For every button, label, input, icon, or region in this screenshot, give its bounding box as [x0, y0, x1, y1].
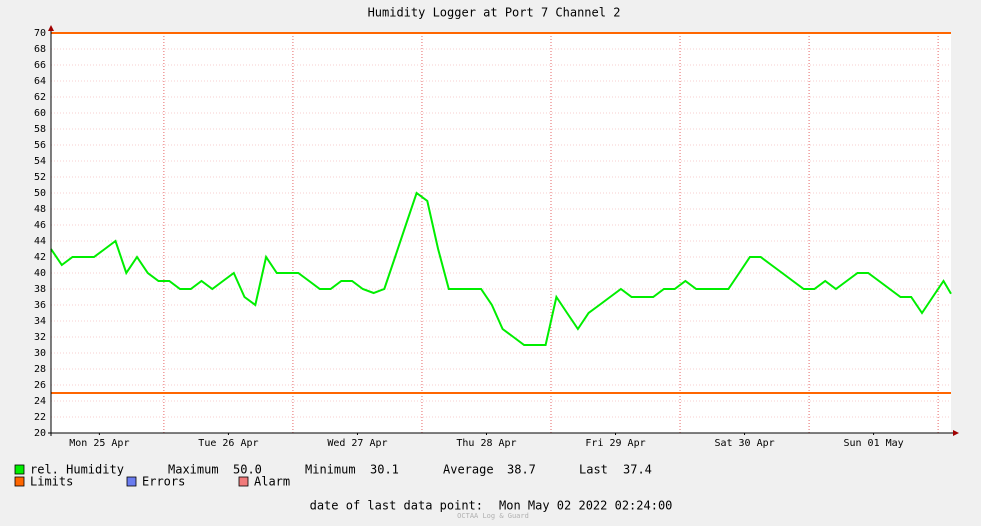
y-tick-label: 60	[34, 108, 46, 119]
stat-label: Maximum	[168, 463, 219, 477]
legend-swatch	[14, 476, 25, 487]
y-tick-label: 44	[34, 236, 46, 247]
x-tick-label: Sat 30 Apr	[714, 438, 774, 449]
x-tick-label: Sun 01 May	[843, 438, 903, 449]
legend-swatch	[126, 476, 137, 487]
y-tick-label: 22	[34, 412, 46, 423]
legend-label: Alarm	[254, 475, 290, 489]
y-tick-label: 64	[34, 76, 46, 87]
stat-value: 50.0	[233, 463, 262, 477]
legend-label: Errors	[142, 475, 185, 489]
footer-date: Mon May 02 2022 02:24:00	[499, 499, 672, 513]
y-tick-label: 48	[34, 204, 46, 215]
y-tick-label: 26	[34, 380, 46, 391]
legend-swatch	[238, 476, 249, 487]
legend-label: Limits	[30, 475, 73, 489]
y-tick-label: 54	[34, 156, 46, 167]
stat-value: 37.4	[623, 463, 652, 477]
y-tick-label: 42	[34, 252, 46, 263]
stat-label: Average	[443, 463, 494, 477]
stat-value: 38.7	[507, 463, 536, 477]
x-tick-label: Fri 29 Apr	[585, 438, 645, 449]
y-tick-label: 38	[34, 284, 46, 295]
x-tick-label: Tue 26 Apr	[198, 438, 258, 449]
y-tick-label: 68	[34, 44, 46, 55]
x-tick-label: Wed 27 Apr	[327, 438, 387, 449]
y-tick-label: 62	[34, 92, 46, 103]
series-line	[50, 191, 952, 346]
x-tick-label: Thu 28 Apr	[456, 438, 516, 449]
x-tick-label: Mon 25 Apr	[69, 438, 129, 449]
y-tick-label: 70	[34, 28, 46, 39]
footer-label: date of last data point:	[310, 499, 483, 513]
y-tick-label: 36	[34, 300, 46, 311]
stat-value: 30.1	[370, 463, 399, 477]
legend-label: rel. Humidity	[30, 463, 124, 477]
y-tick-label: 20	[34, 428, 46, 439]
axis-arrow	[953, 430, 959, 436]
y-tick-label: 52	[34, 172, 46, 183]
y-tick-label: 40	[34, 268, 46, 279]
y-tick-label: 24	[34, 396, 46, 407]
watermark: OCTAA Log & Guard	[457, 512, 529, 520]
stat-label: Last	[579, 463, 608, 477]
y-tick-label: 28	[34, 364, 46, 375]
legend-swatch	[14, 464, 25, 475]
stat-label: Minimum	[305, 463, 356, 477]
y-tick-label: 56	[34, 140, 46, 151]
y-tick-label: 30	[34, 348, 46, 359]
y-tick-label: 34	[34, 316, 46, 327]
y-tick-label: 32	[34, 332, 46, 343]
y-tick-label: 66	[34, 60, 46, 71]
y-tick-label: 58	[34, 124, 46, 135]
y-tick-label: 50	[34, 188, 46, 199]
chart-title: Humidity Logger at Port 7 Channel 2	[368, 6, 621, 20]
plot-area	[51, 33, 951, 433]
axis-arrow	[48, 25, 54, 31]
y-tick-label: 46	[34, 220, 46, 231]
